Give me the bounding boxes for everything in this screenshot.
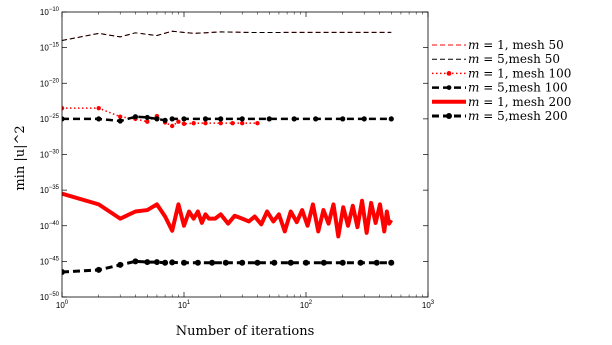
data-point [218, 120, 223, 126]
data-point [181, 116, 187, 122]
series-4 [62, 114, 394, 124]
y-tick-label: 10−25 [40, 114, 60, 124]
data-point [340, 116, 346, 122]
legend-label: m = 1, mesh 200 [468, 95, 571, 109]
legend-marker [446, 113, 452, 119]
legend-item: m = 5,mesh 200 [432, 109, 568, 123]
data-point [132, 258, 139, 265]
x-axis: 100 101 102 103 [56, 12, 435, 310]
data-point [153, 259, 160, 266]
legend-label: m = 1, mesh 100 [468, 66, 571, 80]
legend: m = 1, mesh 50m = 5,mesh 50m = 1, mesh 1… [432, 38, 571, 123]
series-line [62, 107, 258, 127]
data-point [339, 259, 346, 266]
legend-label: m = 5,mesh 100 [468, 81, 568, 95]
data-point [202, 116, 209, 122]
y-axis: 10−10 10−15 10−20 10−25 10−30 10−35 10−40 10−45… [40, 7, 428, 302]
data-point [169, 116, 175, 122]
plot-area [62, 12, 428, 297]
y-tick-label: 10−30 [40, 150, 60, 160]
data-point [357, 259, 364, 266]
legend-item: m = 1, mesh 50 [432, 38, 564, 52]
x-tick-label: 101 [178, 300, 191, 310]
y-axis-title: min |u|^2 [13, 125, 28, 190]
data-point [162, 117, 168, 123]
data-point [209, 259, 216, 266]
data-point [95, 266, 102, 273]
data-point [240, 120, 245, 126]
x-tick-label: 103 [422, 300, 435, 310]
legend-item: m = 5,mesh 100 [432, 81, 568, 95]
data-point [194, 259, 201, 266]
legend-item: m = 5,mesh 50 [432, 52, 560, 66]
y-tick-label: 10−15 [40, 43, 60, 53]
data-point [388, 116, 394, 122]
series-line [62, 30, 392, 41]
data-point [218, 116, 224, 122]
y-tick-label: 10−35 [40, 185, 60, 195]
data-point [239, 259, 246, 266]
data-point [203, 120, 208, 126]
data-point [117, 261, 124, 268]
data-point [291, 116, 297, 122]
data-point [62, 105, 65, 111]
data-point [373, 259, 380, 266]
data-point [287, 259, 294, 266]
x-tick-label: 100 [56, 300, 69, 310]
legend-label: m = 5,mesh 200 [468, 109, 568, 123]
y-tick-label: 10−10 [40, 7, 60, 17]
y-tick-label: 10−20 [40, 78, 60, 88]
data-point [239, 116, 245, 122]
data-point [361, 116, 367, 122]
data-point [266, 116, 272, 122]
series-layer [62, 30, 395, 276]
data-point [320, 259, 327, 266]
y-tick-label: 10−45 [40, 256, 60, 266]
data-point [230, 120, 235, 126]
data-point [388, 259, 395, 266]
legend-marker [446, 85, 452, 90]
data-point [254, 259, 261, 266]
data-point [255, 120, 260, 126]
legend-item: m = 1, mesh 100 [432, 66, 571, 80]
data-point [176, 119, 181, 124]
series-2 [62, 30, 392, 41]
data-point [62, 269, 65, 276]
data-point [191, 120, 196, 126]
data-point [169, 123, 175, 129]
data-point [154, 116, 160, 122]
y-tick-label: 10−40 [40, 221, 60, 231]
x-tick-label: 102 [300, 300, 313, 310]
legend-marker [446, 71, 452, 76]
data-point [96, 105, 101, 111]
data-point [144, 114, 150, 121]
data-point [169, 259, 176, 266]
legend-item: m = 1, mesh 200 [432, 95, 571, 109]
data-point [313, 116, 319, 122]
series-line [62, 191, 393, 239]
data-point [181, 259, 187, 266]
x-axis-title: Number of iterations [176, 324, 315, 339]
data-point [181, 121, 187, 127]
data-point [145, 119, 150, 124]
data-point [118, 114, 123, 119]
data-point [162, 259, 169, 266]
data-point [271, 259, 278, 266]
series-5 [62, 191, 393, 239]
series-6 [62, 258, 395, 276]
series-line [62, 115, 392, 123]
y-tick-label: 10−50 [40, 292, 60, 302]
data-point [117, 118, 123, 124]
series-line [62, 259, 392, 274]
data-point [303, 259, 309, 266]
legend-label: m = 1, mesh 50 [468, 38, 564, 52]
data-point [222, 259, 229, 266]
data-point [144, 259, 151, 266]
data-point [96, 116, 102, 122]
data-point [132, 114, 139, 120]
legend-label: m = 5,mesh 50 [468, 52, 560, 66]
